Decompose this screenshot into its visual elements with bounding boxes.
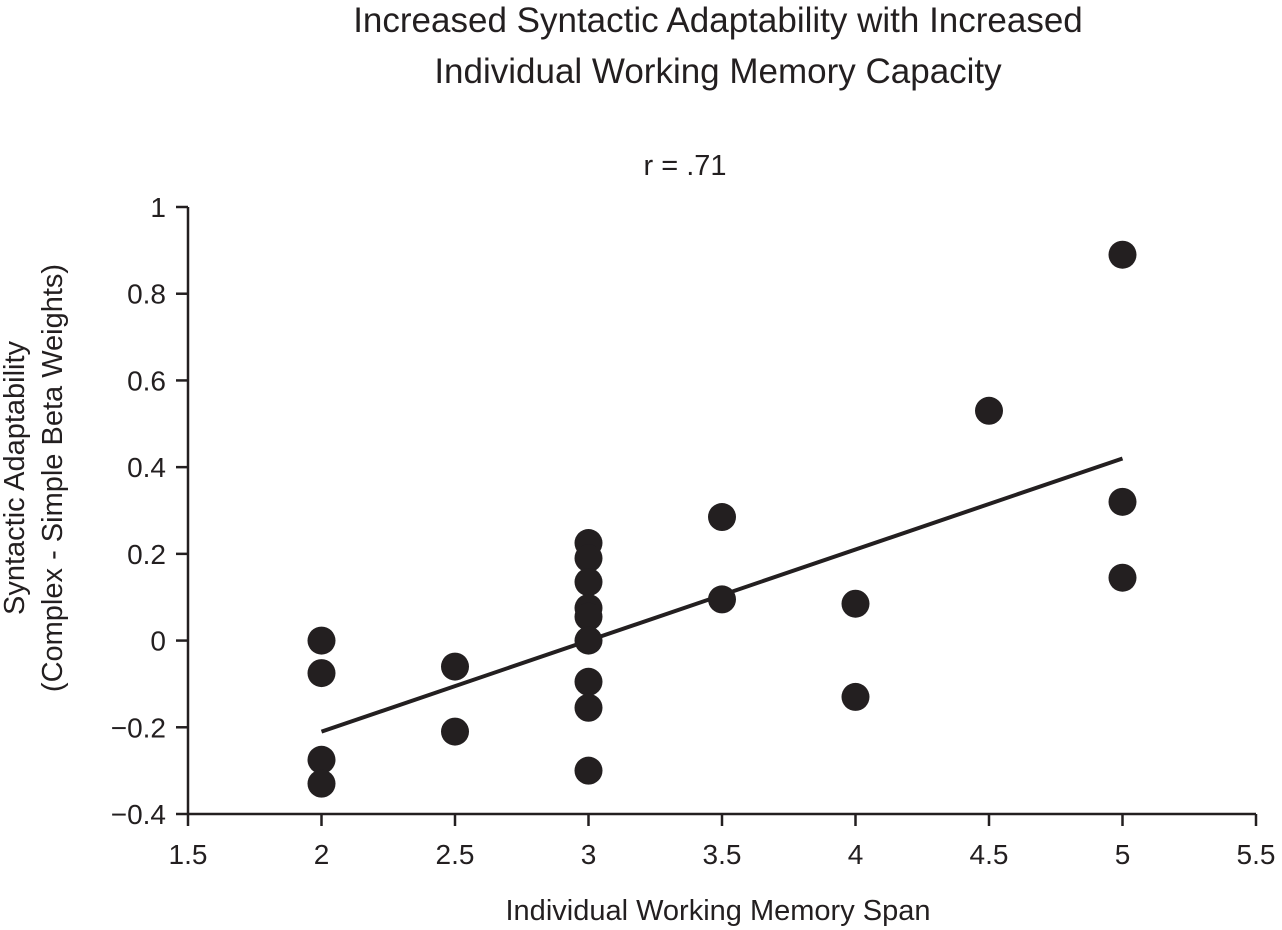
chart-title-line-2: Individual Working Memory Capacity [434,52,1002,91]
x-tick-label: 5.5 [1237,839,1276,870]
x-tick-label: 5 [1115,839,1131,870]
data-point [708,503,736,532]
x-tick-label: 4.5 [970,839,1009,870]
data-point [1108,563,1137,592]
data-point [574,626,603,655]
y-tick-label: 0.4 [127,452,166,483]
data-point [841,682,870,711]
data-point [307,745,336,774]
y-tick-label: −0.2 [111,712,166,743]
data-point [574,544,603,573]
y-axis-label-line-1: Syntactic Adaptability [0,340,31,615]
data-point [975,396,1003,425]
data-point [574,693,603,722]
y-tick-label: −0.4 [111,799,166,830]
data-point [441,717,469,746]
data-point [441,652,469,681]
x-axis-label: Individual Working Memory Span [506,895,931,927]
data-point [307,659,336,688]
data-point [574,667,603,696]
data-points [307,240,1137,798]
data-point [307,769,336,798]
data-point [307,626,336,655]
y-tick-label: 0.2 [127,539,166,570]
y-tick-label: 0.8 [127,279,166,310]
chart-title-line-1: Increased Syntactic Adaptability with In… [353,1,1083,40]
data-point [1108,487,1137,516]
data-point [708,585,736,614]
data-point [1108,240,1137,269]
data-point [574,756,603,785]
y-tick-label: 0 [150,626,166,657]
data-point [574,602,603,631]
y-tick-label: 1 [150,192,166,223]
x-tick-label: 2.5 [436,839,475,870]
x-tick-label: 4 [848,839,864,870]
y-axis-ticks: −0.4 −0.2 0 0.2 0.4 0.6 0.8 1 [111,192,188,830]
x-tick-label: 3 [581,839,597,870]
x-axis-ticks: 1.5 2 2.5 3 3.5 4 4.5 5 5.5 [169,814,1276,870]
x-tick-label: 3.5 [703,839,742,870]
y-tick-label: 0.6 [127,365,166,396]
y-axis-label-line-2: (Complex - Simple Beta Weights) [37,264,69,692]
x-tick-label: 2 [314,839,330,870]
data-point [574,568,603,597]
y-axis-label: Syntactic Adaptability (Complex - Simple… [0,264,69,692]
x-tick-label: 1.5 [169,839,208,870]
correlation-label: r = .71 [643,150,726,182]
chart-title: Increased Syntactic Adaptability with In… [353,1,1083,91]
data-point [841,589,870,618]
